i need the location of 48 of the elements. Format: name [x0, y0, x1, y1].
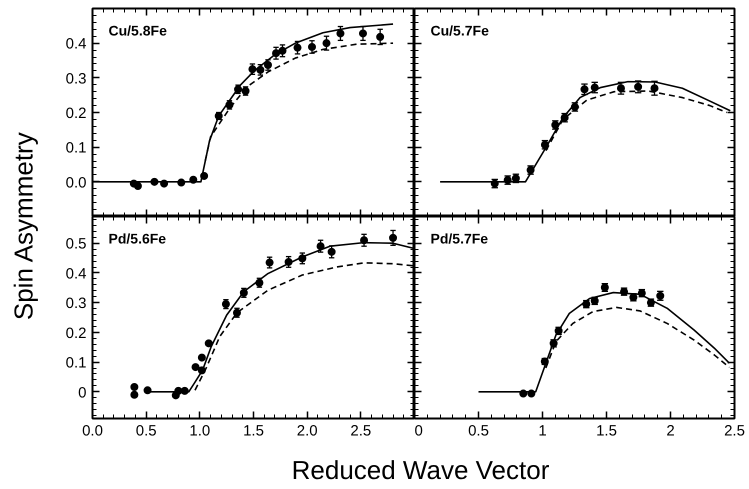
point: [580, 85, 588, 94]
x-tick-label: 1.5: [596, 422, 617, 440]
x-tick-label: 1: [538, 422, 547, 440]
text: Cu/5.7Fe: [430, 22, 490, 38]
y-tick-label: 0.2: [66, 105, 87, 122]
x-tick-label: 0.5: [468, 422, 489, 440]
x-axis-title: Reduced Wave Vector: [292, 455, 550, 485]
point: [308, 42, 316, 51]
y-tick-label: 0: [78, 384, 86, 402]
point: [294, 44, 302, 52]
y-tick-label: 0.2: [66, 324, 87, 342]
x-tick-label: 2.5: [350, 422, 372, 440]
point: [130, 383, 138, 392]
y-tick-label: 0.1: [66, 354, 87, 372]
point: [328, 248, 336, 256]
x-tick-label: 2.5: [724, 422, 745, 440]
point: [134, 182, 142, 190]
point: [376, 32, 384, 41]
point: [634, 82, 642, 91]
y-tick-label: 0.5: [66, 236, 87, 253]
point: [336, 29, 344, 38]
point: [204, 339, 213, 348]
text: Pd/5.6Fe: [108, 230, 166, 246]
point: [389, 234, 398, 242]
x-tick-label: 1.5: [243, 422, 264, 440]
x-tick-label: 0.0: [82, 422, 103, 440]
y-tick-label: 0.0: [66, 174, 87, 192]
y-tick-label: 0.3: [66, 70, 87, 88]
text: Pd/5.7Fe: [430, 230, 488, 246]
y-tick-label: 0.4: [66, 36, 87, 53]
point: [198, 354, 206, 362]
y-tick-label: 0.4: [66, 265, 87, 282]
x-tick-label: 0: [414, 422, 423, 440]
point: [192, 363, 200, 372]
x-tick-label: 0.5: [136, 422, 157, 440]
y-tick-label: 0.1: [66, 140, 87, 157]
point: [616, 84, 625, 92]
point: [130, 390, 138, 399]
point: [266, 258, 274, 267]
point: [358, 29, 367, 38]
text: Cu/5.8Fe: [108, 22, 168, 38]
y-tick-label: 0.3: [66, 295, 87, 312]
x-tick-label: 2: [666, 422, 675, 440]
y-axis-title: Spin Asymmetry: [8, 132, 39, 320]
point: [650, 84, 658, 92]
x-tick-label: 2.0: [296, 422, 318, 440]
x-tick-label: 1.0: [189, 422, 210, 440]
point: [322, 39, 330, 48]
